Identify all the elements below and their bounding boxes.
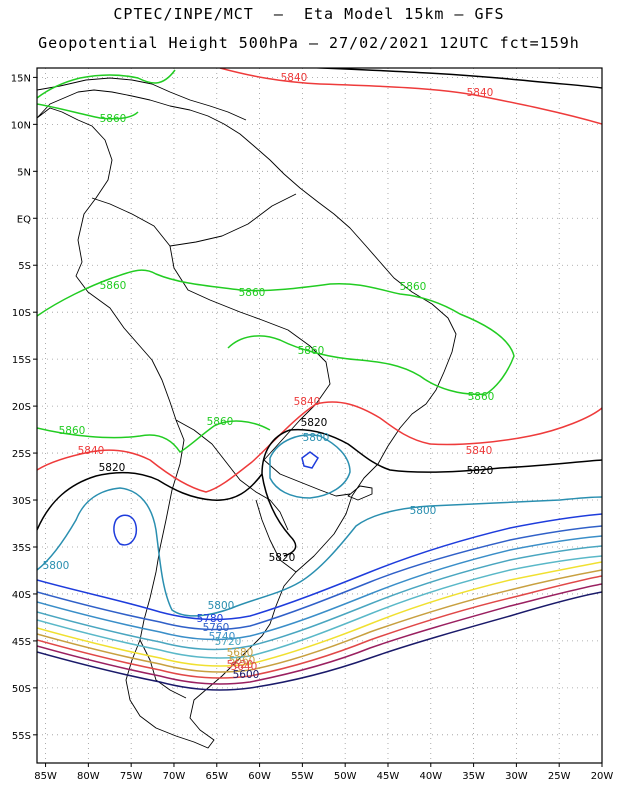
contour-label: 5860 [298,345,325,357]
contour-5820-cutoff [261,473,297,557]
lat-tick-label: 5S [18,261,31,272]
contour-label: 5860 [59,425,86,437]
axis-ticks: 15N 10N 5N EQ 5S 10S 15S 20S 25S 30S 35S 40S 45S 50S 5… [11,73,614,782]
contour-label: 5860 [400,281,427,293]
height-contours [37,68,602,691]
contour-label: 5760 [203,622,230,634]
contour-label: 5860 [468,391,495,403]
contour-5860-amazon [37,269,515,396]
contour-label: 5840 [294,396,321,408]
map-frame [36,67,603,764]
contour-5800-cutoff [269,434,351,499]
lat-tick-label: 35S [12,543,31,554]
lon-tick-label: 55W [291,771,314,782]
contour-label: 5860 [100,280,127,292]
lat-tick-label: 30S [12,496,31,507]
contour-5820-main [37,428,602,531]
lon-tick-label: 85W [34,771,57,782]
contour-label: 5660 [229,655,256,667]
contour-5780-cutoff [301,451,319,469]
contour-5640 [37,575,602,679]
lon-tick-label: 25W [548,771,571,782]
lat-tick-label: EQ [17,214,31,225]
lat-tick-label: 25S [12,449,31,460]
lon-tick-label: 20W [591,771,614,782]
contour-label: 5840 [467,87,494,99]
contour-5620 [37,583,602,685]
contour-5840-main [37,401,602,493]
contour-5660 [37,569,602,673]
contour-label: 5800 [43,560,70,572]
contour-label: 5720 [215,636,242,648]
lat-tick-label: 10S [12,308,31,319]
contour-5720 [37,545,602,651]
contour-label: 5820 [301,417,328,429]
lat-tick-label: 55S [12,731,31,742]
contour-label: 5820 [269,552,296,564]
lon-tick-label: 75W [120,771,143,782]
contour-labels: 5840 5840 5860 5860 5860 5860 5860 5860 … [43,72,495,681]
lat-tick-label: 50S [12,684,31,695]
lat-tick-label: 40S [12,590,31,601]
contour-label: 5640 [231,661,258,673]
contour-label: 5800 [208,600,235,612]
contour-label: 5840 [78,445,105,457]
lagoon [347,485,373,501]
lon-tick-label: 60W [248,771,271,782]
lon-tick-label: 45W [377,771,400,782]
contour-label: 5820 [467,465,494,477]
lon-tick-label: 70W [163,771,186,782]
contour-5680 [37,561,602,667]
contour-label: 5740 [209,631,236,643]
contour-label: 5860 [207,416,234,428]
contour-5780-west [113,514,138,546]
contour-5860-south [37,420,271,454]
contour-5740 [37,535,602,641]
lat-tick-label: 20S [12,402,31,413]
lat-tick-label: 5N [17,167,31,178]
contour-label: 5600 [233,669,260,681]
coastline [37,77,457,749]
contour-5860-nw [37,103,139,120]
lon-tick-label: 40W [419,771,442,782]
contour-5840-north [219,68,602,125]
lon-tick-label: 35W [462,771,485,782]
contour-5700 [37,555,602,659]
lon-tick-label: 50W [334,771,357,782]
map-title: CPTEC/INPE/MCT – Eta Model 15km – GFS [113,5,505,23]
contour-5800-main [37,487,602,617]
contour-label: 5840 [281,72,308,84]
map-subtitle: Geopotential Height 500hPa – 27/02/2021 … [38,34,580,52]
contour-label: 5680 [227,647,254,659]
lat-tick-label: 10N [11,120,31,131]
contour-label: 5800 [303,432,330,444]
contour-label: 5780 [197,613,224,625]
border-north [169,193,297,247]
lat-tick-label: 45S [12,637,31,648]
lon-tick-label: 65W [205,771,228,782]
lat-tick-label: 15N [11,73,31,84]
central-america-coast [37,77,247,121]
patagonia-border [139,639,187,699]
lat-tick-label: 15S [12,355,31,366]
border-plata [263,459,351,497]
contour-label: 5820 [99,462,126,474]
contour-label: 5860 [100,113,127,125]
contour-5860-north [37,69,176,99]
contour-5820-north [306,68,602,89]
contour-5760 [37,525,602,631]
contour-label: 5840 [466,445,493,457]
border-chile-argentina [175,419,289,531]
contour-5600 [37,591,602,691]
contour-label: 5860 [239,287,266,299]
contour-label: 5620 [227,659,254,671]
border-uruguay [255,499,297,573]
contour-5780 [37,513,602,621]
lon-tick-label: 80W [77,771,100,782]
contour-label: 5800 [410,505,437,517]
south-america-coast [37,89,457,749]
lon-tick-label: 30W [505,771,528,782]
